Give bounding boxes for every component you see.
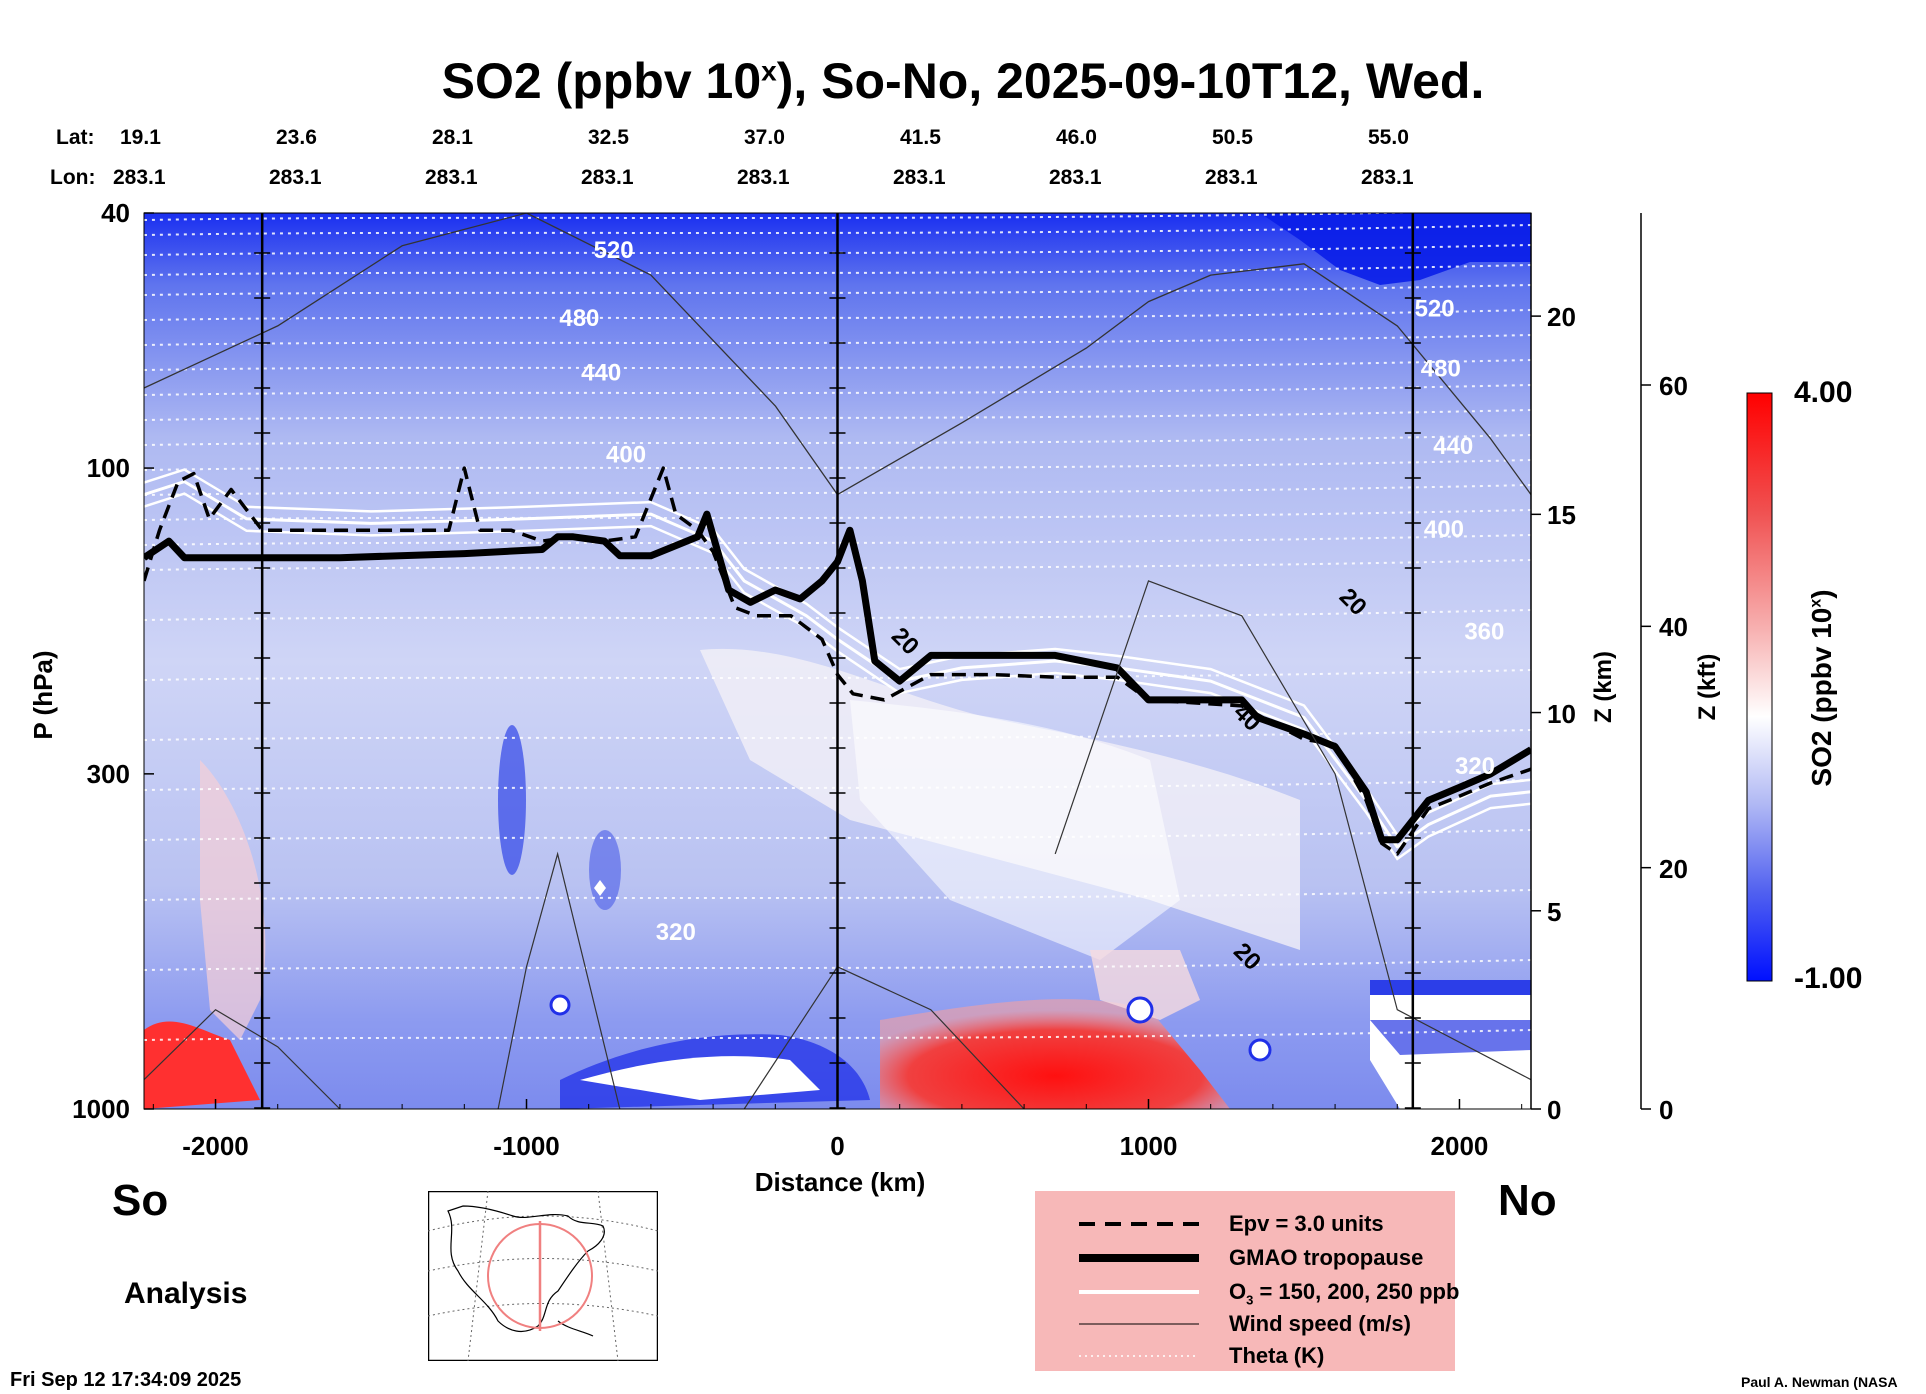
inset-map [428,1191,658,1361]
theta-label: 320 [656,919,696,946]
lon-value: 283.1 [425,166,478,189]
lat-value: 41.5 [900,126,941,149]
wind-contour [743,966,1025,1109]
series-line-wind [144,213,1531,496]
legend: Epv = 3.0 units GMAO tropopause O3 = 150… [1035,1191,1459,1371]
chart-title: SO2 (ppbv 10x), So-No, 2025-09-10T12, We… [441,53,1485,109]
legend-item-epv: Epv = 3.0 units [1079,1211,1384,1236]
z-km-tick-label: 10 [1547,698,1576,729]
theta-label: 520 [594,237,634,264]
lat-value: 50.5 [1212,126,1253,149]
lat-value: 37.0 [744,126,785,149]
vertical-lines [254,213,1421,1109]
colorbar [1746,392,1773,982]
lat-value: 46.0 [1056,126,1097,149]
lon-value: 283.1 [581,166,634,189]
lon-value: 283.1 [1049,166,1102,189]
y-tick-label: 100 [86,453,130,484]
z-km-tick-label: 20 [1547,302,1576,333]
ozone-contour [144,468,1531,837]
coastline [447,1205,605,1333]
lat-value: 32.5 [588,126,629,149]
colorbar-max-label: 4.00 [1794,376,1853,409]
legend-item-ozone: O3 = 150, 200, 250 ppb [1079,1279,1460,1308]
y-tick-label: 40 [101,198,130,228]
lon-value: 283.1 [1205,166,1258,189]
colorbar-min-label: -1.00 [1794,962,1863,995]
x-tick-label: 0 [830,1131,845,1161]
theta-label: 320 [1455,753,1495,780]
z-kft-tick-label: 20 [1659,853,1688,884]
x-tick-label: -1000 [493,1131,560,1161]
z-km-tick-label: 5 [1547,896,1562,927]
legend-item-wind: Wind speed (m/s) [1079,1311,1411,1336]
lat-value: 28.1 [432,126,473,149]
lat-value: 23.6 [276,126,317,149]
lat-value: 19.1 [120,126,161,149]
wind-contour [144,1008,341,1109]
x-tick-label: 1000 [1119,1131,1178,1161]
x-tick-label: -2000 [182,1131,249,1161]
lon-value: 283.1 [113,166,166,189]
theta-label: 480 [1421,356,1461,383]
y-axis-label: P (hPa) [28,650,58,740]
theta-label: 480 [559,305,599,332]
wind-contour [1054,580,1531,1081]
theta-label: 440 [581,359,621,386]
lon-value: 283.1 [893,166,946,189]
y-tick-label: 300 [86,758,130,789]
colorbar-title: SO2 (ppbv 10x) [1806,589,1837,787]
z-kft-tick-label: 0 [1659,1095,1674,1125]
south-label: So [112,1176,169,1225]
wind-contour [497,851,621,1109]
z-km-tick-label: 15 [1547,500,1576,531]
analysis-label: Analysis [124,1277,248,1310]
timestamp: Fri Sep 12 17:34:09 2025 [10,1369,242,1391]
north-label: No [1498,1176,1557,1225]
lon-value: 283.1 [1361,166,1414,189]
lat-row-label: Lat: [56,126,95,149]
z-kft-tick-label: 40 [1659,612,1688,643]
credit: Paul A. Newman (NASA [1741,1374,1898,1390]
lon-value: 283.1 [269,166,322,189]
theta-label: 400 [1424,516,1464,543]
z-kft-tick-label: 60 [1659,371,1688,401]
x-tick-label: 2000 [1430,1131,1489,1161]
lon-value: 283.1 [737,166,790,189]
legend-item-tropopause: GMAO tropopause [1079,1245,1424,1270]
theta-label: 360 [1464,618,1504,645]
theta-label: 400 [606,441,646,468]
lat-value: 55.0 [1368,126,1409,149]
theta-label: 440 [1433,433,1473,460]
z-kft-label: Z (kft) [1694,653,1721,721]
y-tick-label: 1000 [72,1094,130,1124]
legend-item-theta: Theta (K) [1079,1343,1325,1368]
x-axis-label: Distance (km) [754,1167,926,1197]
axis-ticks [144,212,1651,1110]
theta-label: 520 [1415,295,1455,322]
lon-row-label: Lon: [50,166,96,189]
z-km-tick-label: 0 [1547,1095,1562,1125]
